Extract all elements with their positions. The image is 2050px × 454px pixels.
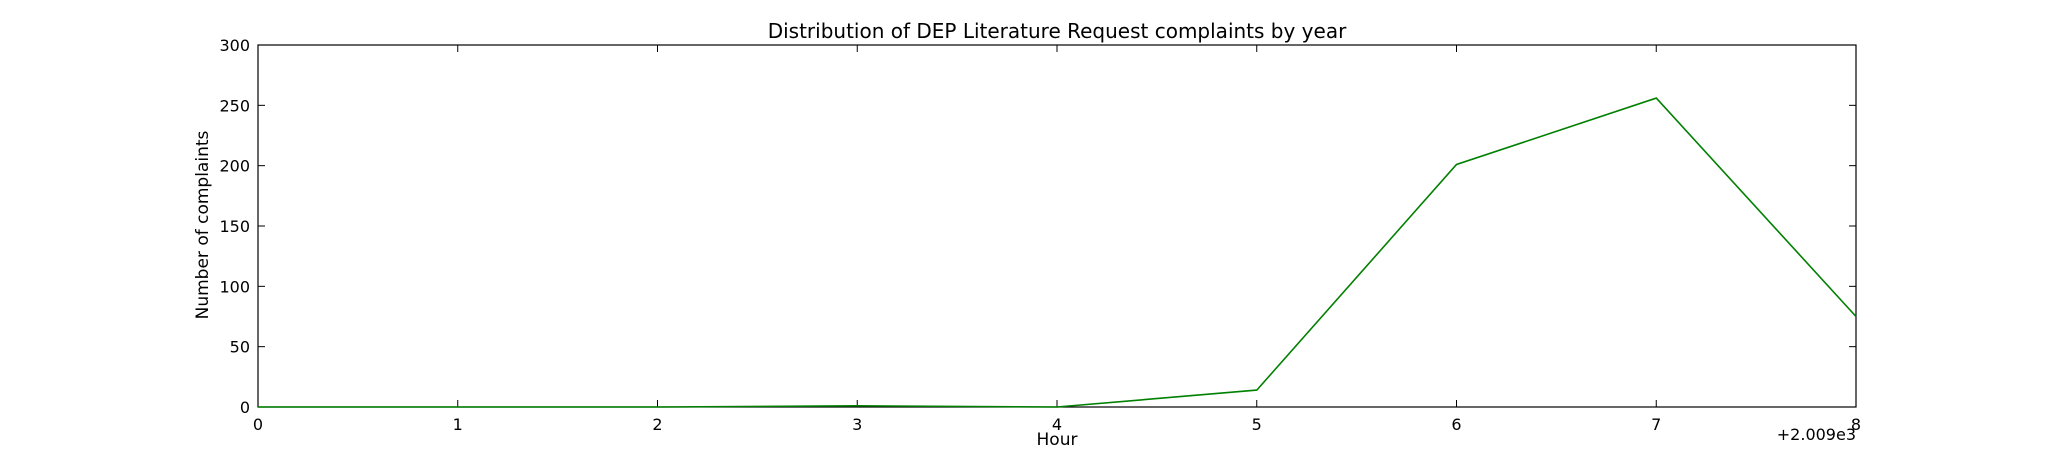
y-tick-label: 300 — [219, 36, 250, 55]
x-tick-label: 3 — [852, 415, 862, 434]
x-axis-label: Hour — [1037, 430, 1078, 450]
chart-title: Distribution of DEP Literature Request c… — [768, 19, 1347, 43]
y-axis-label: Number of complaints — [193, 130, 213, 319]
y-tick-label: 250 — [219, 96, 250, 115]
x-tick-label: 6 — [1451, 415, 1461, 434]
x-tick-label: 7 — [1651, 415, 1661, 434]
y-tick-label: 50 — [230, 338, 250, 357]
y-tick-label: 150 — [219, 217, 250, 236]
x-axis-offset-label: +2.009e3 — [1777, 425, 1856, 444]
x-tick-label: 5 — [1252, 415, 1262, 434]
x-tick-label: 0 — [253, 415, 263, 434]
series-line — [258, 98, 1856, 407]
y-tick-label: 0 — [240, 398, 250, 417]
y-tick-label: 200 — [219, 157, 250, 176]
x-tick-label: 2 — [652, 415, 662, 434]
x-tick-label: 1 — [453, 415, 463, 434]
y-tick-label: 100 — [219, 277, 250, 296]
plot-frame — [258, 45, 1856, 407]
